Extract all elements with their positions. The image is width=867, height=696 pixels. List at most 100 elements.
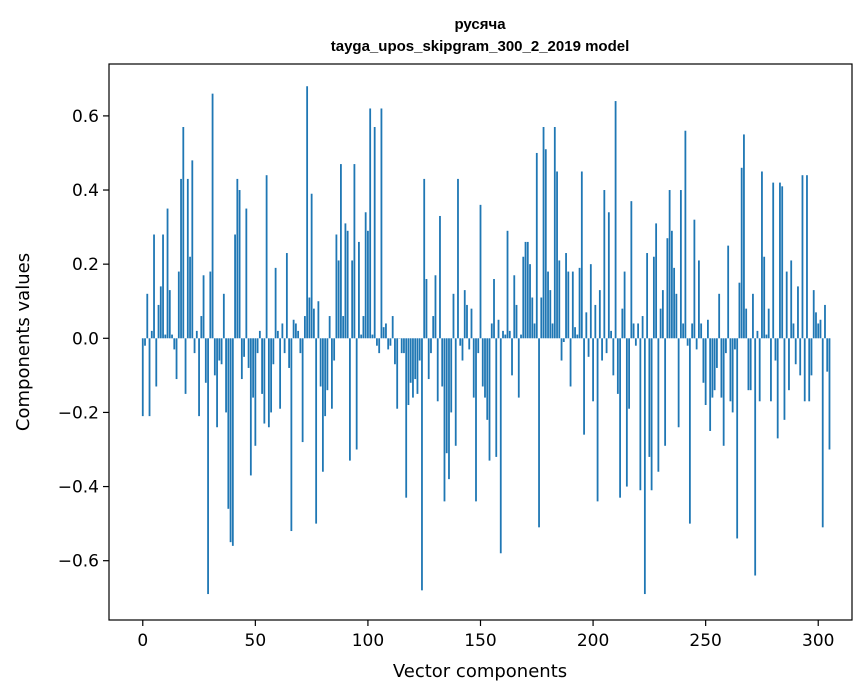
bar-303 (824, 304, 826, 339)
bar-305 (828, 338, 831, 450)
bar-126 (425, 278, 428, 339)
bar-58 (272, 338, 275, 365)
bar-179 (544, 149, 547, 339)
bar-116 (403, 338, 405, 354)
bar-90 (344, 223, 347, 339)
bar-9 (162, 234, 164, 339)
bar-56 (267, 338, 270, 428)
bar-35 (220, 338, 223, 365)
bar-51 (256, 338, 259, 354)
bar-46 (245, 208, 248, 339)
bar-175 (535, 152, 538, 339)
bar-84 (331, 338, 333, 409)
bar-43 (238, 190, 241, 339)
bar-149 (477, 338, 480, 354)
bar-275 (761, 171, 763, 339)
bar-141 (459, 338, 462, 346)
bar-257 (720, 338, 723, 398)
bar-219 (634, 338, 637, 346)
bar-169 (522, 256, 525, 339)
bar-290 (794, 338, 797, 365)
bar-200 (592, 338, 594, 402)
bar-186 (560, 338, 563, 361)
bar-72 (303, 316, 306, 339)
bar-182 (551, 323, 554, 339)
bar-27 (202, 275, 205, 339)
bar-215 (625, 338, 628, 487)
bar-171 (526, 241, 529, 339)
bar-241 (684, 130, 687, 339)
bar-240 (682, 323, 685, 339)
bar-223 (643, 338, 646, 595)
y-tick-label-5: 0.4 (72, 181, 99, 201)
bar-142 (461, 338, 464, 361)
x-tick-label-100: 100 (352, 631, 384, 651)
bar-224 (646, 253, 649, 339)
bar-247 (698, 260, 700, 339)
bar-266 (740, 167, 743, 339)
bar-222 (641, 316, 644, 339)
bar-99 (364, 212, 367, 339)
bar-255 (716, 338, 718, 368)
bar-258 (722, 338, 725, 446)
bar-125 (423, 178, 426, 339)
bar-277 (765, 334, 768, 339)
bar-135 (445, 338, 448, 454)
bar-188 (565, 253, 567, 339)
bar-37 (225, 338, 227, 413)
bar-100 (367, 230, 369, 339)
bar-32 (213, 338, 216, 376)
bar-276 (763, 256, 766, 339)
bar-117 (405, 338, 408, 498)
bar-211 (616, 338, 619, 394)
bar-181 (549, 290, 552, 339)
x-tick-label-150: 150 (464, 631, 496, 651)
bar-3 (148, 338, 151, 417)
bar-48 (249, 338, 252, 476)
bar-115 (400, 338, 403, 354)
bar-217 (630, 201, 633, 339)
bar-220 (637, 323, 640, 339)
bar-291 (797, 286, 799, 339)
bar-248 (700, 323, 703, 339)
bar-87 (337, 260, 340, 339)
bar-246 (695, 338, 698, 350)
chart-subtitle: tayga_upos_skipgram_300_2_2019 model (331, 38, 630, 55)
bar-196 (583, 338, 585, 435)
bar-233 (666, 238, 669, 339)
bar-104 (376, 338, 378, 346)
bar-267 (743, 134, 745, 339)
bar-91 (346, 230, 349, 339)
bar-160 (502, 330, 504, 339)
bar-210 (614, 101, 617, 339)
bar-199 (589, 264, 592, 339)
bar-207 (607, 212, 610, 339)
bar-197 (585, 312, 588, 339)
bar-132 (439, 215, 441, 339)
bar-170 (524, 241, 527, 339)
bar-69 (297, 330, 300, 339)
bar-103 (373, 127, 376, 339)
bar-172 (529, 264, 531, 339)
bar-134 (443, 338, 446, 502)
bar-242 (686, 338, 689, 346)
bar-61 (279, 338, 282, 409)
bar-139 (454, 338, 457, 446)
bar-230 (659, 308, 662, 339)
bar-31 (211, 93, 214, 339)
bar-144 (466, 304, 468, 339)
x-axis-ticks: 0 50 100 150 200 250 300 (137, 620, 834, 651)
bar-286 (785, 271, 788, 339)
bar-154 (488, 338, 491, 461)
bar-1 (144, 338, 146, 346)
bar-111 (391, 316, 394, 339)
bar-98 (362, 316, 365, 339)
y-tick-label-1: −0.4 (58, 478, 99, 498)
chart-title: русяча (454, 16, 506, 33)
bar-42 (236, 178, 239, 339)
bar-133 (441, 338, 444, 387)
bar-198 (587, 338, 590, 357)
bar-45 (243, 338, 245, 357)
y-tick-label-3: 0.0 (72, 329, 99, 349)
